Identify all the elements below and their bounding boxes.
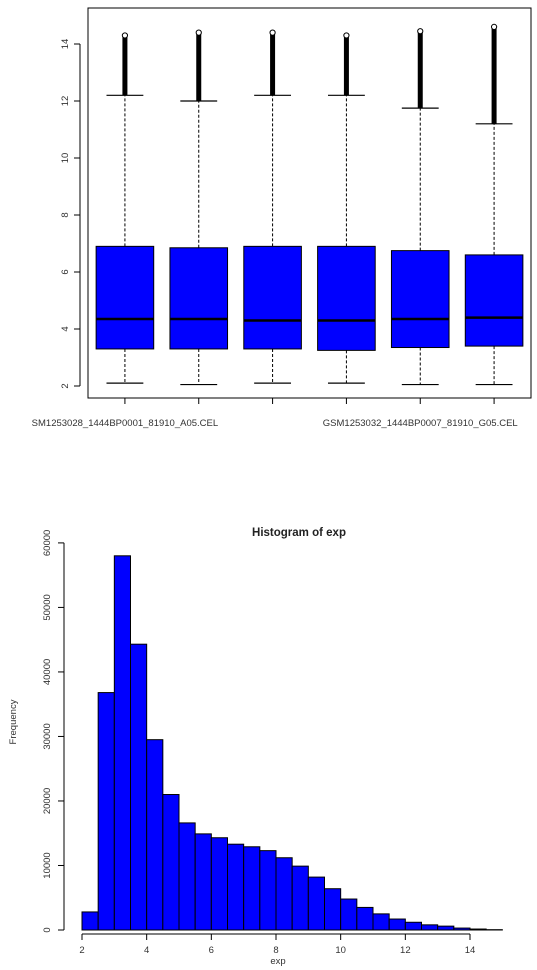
histogram-bar	[340, 898, 358, 931]
boxplot-y-tick-label: 10	[60, 153, 71, 164]
histogram-bar	[81, 911, 99, 931]
histogram-title: Histogram of exp	[252, 527, 346, 539]
boxplot-box	[390, 250, 450, 349]
histogram-y-axis: 0 10000 20000 30000 40000 50000 60000	[42, 530, 65, 933]
histogram-x-tick-label: 4	[144, 945, 149, 956]
boxplot-y-axis: 2 4 6 8 10 12 14	[60, 39, 81, 389]
histogram-bars	[81, 555, 503, 931]
histogram-x-tick-label: 14	[465, 945, 476, 956]
boxplot-box-group	[390, 28, 450, 386]
boxplot-x-tick-labels: SM1253028_1444BP0001_81910_A05.CEL GSM125…	[32, 398, 518, 429]
boxplot-y-tick-label: 2	[60, 383, 71, 388]
boxplot-x-tick-label: SM1253028_1444BP0001_81910_A05.CEL	[32, 418, 218, 429]
histogram-bar	[275, 857, 293, 931]
boxplot-box	[95, 245, 155, 350]
histogram-bar	[210, 837, 228, 931]
boxplot-y-tick-label: 14	[60, 39, 71, 50]
histogram-bar	[404, 921, 423, 931]
boxplot-outlier-max	[417, 28, 424, 35]
boxplot-box	[317, 245, 376, 351]
boxplot-box-group	[243, 29, 302, 384]
histogram-bar	[146, 739, 164, 931]
histogram-bar	[324, 888, 342, 931]
histogram-bar	[194, 833, 212, 931]
boxplot-outlier-max	[121, 32, 129, 39]
histogram-y-axis-title: Frequency	[8, 699, 19, 744]
histogram-bar	[453, 927, 471, 931]
histogram-bar	[307, 876, 326, 931]
histogram-x-tick-label: 12	[400, 945, 411, 956]
histogram-bar	[421, 924, 439, 931]
boxplot-y-tick-label: 12	[60, 96, 71, 107]
boxplot-box	[464, 254, 524, 347]
histogram-x-axis-title: exp	[270, 956, 285, 967]
boxplot-y-tick-label: 8	[60, 212, 71, 217]
histogram-bar	[113, 555, 132, 931]
histogram-y-tick-label: 10000	[42, 852, 53, 878]
boxplot-x-tick-label: GSM1253032_1444BP0007_81910_G05.CEL	[323, 418, 518, 429]
boxplot-outlier-max	[269, 29, 276, 36]
histogram-bar	[259, 850, 277, 931]
boxplot-box-group	[317, 32, 376, 384]
boxplot-box-group	[464, 23, 524, 386]
histogram-x-axis: 2 4 6 8 10 12 14	[79, 933, 476, 956]
histogram-bar	[469, 928, 487, 931]
histogram-bar	[388, 918, 406, 931]
histogram-bar	[227, 843, 245, 931]
histogram-bar	[372, 913, 390, 931]
histogram-y-tick-label: 60000	[42, 530, 53, 556]
boxplot-outlier-max	[343, 32, 350, 39]
boxplot-box-group	[169, 29, 229, 386]
boxplot-box	[169, 247, 229, 350]
boxplot-outlier-max	[195, 29, 202, 36]
histogram-bar	[97, 692, 115, 931]
boxplot-boxes	[95, 23, 524, 386]
histogram-bar	[130, 643, 148, 931]
histogram-x-tick-label: 10	[335, 945, 346, 956]
histogram-chart: Histogram of exp 0 10000 20000 30000 40000 50…	[8, 527, 503, 967]
histogram-x-tick-label: 8	[273, 945, 278, 956]
histogram-bar	[356, 906, 374, 931]
boxplot-box	[243, 245, 302, 350]
histogram-bar	[437, 925, 455, 931]
histogram-bar	[178, 822, 196, 931]
histogram-x-tick-label: 2	[79, 945, 84, 956]
histogram-y-tick-label: 50000	[42, 594, 53, 620]
histogram-y-tick-label: 40000	[42, 659, 53, 685]
histogram-bar	[162, 794, 180, 931]
histogram-y-tick-label: 30000	[42, 723, 53, 749]
boxplot-outlier-max	[490, 23, 498, 30]
boxplot-y-tick-label: 4	[60, 326, 71, 331]
boxplot-box-group	[95, 32, 155, 384]
histogram-y-tick-label: 0	[42, 927, 53, 932]
histogram-bar	[243, 846, 261, 931]
histogram-x-tick-label: 6	[209, 945, 214, 956]
boxplot-plot-frame	[87, 7, 532, 399]
histogram-y-tick-label: 20000	[42, 788, 53, 814]
boxplot-chart: 2 4 6 8 10 12 14 SM1253028_1444BP0001_81910_A0…	[32, 7, 532, 429]
boxplot-y-tick-label: 6	[60, 269, 71, 274]
histogram-bar	[291, 865, 309, 931]
